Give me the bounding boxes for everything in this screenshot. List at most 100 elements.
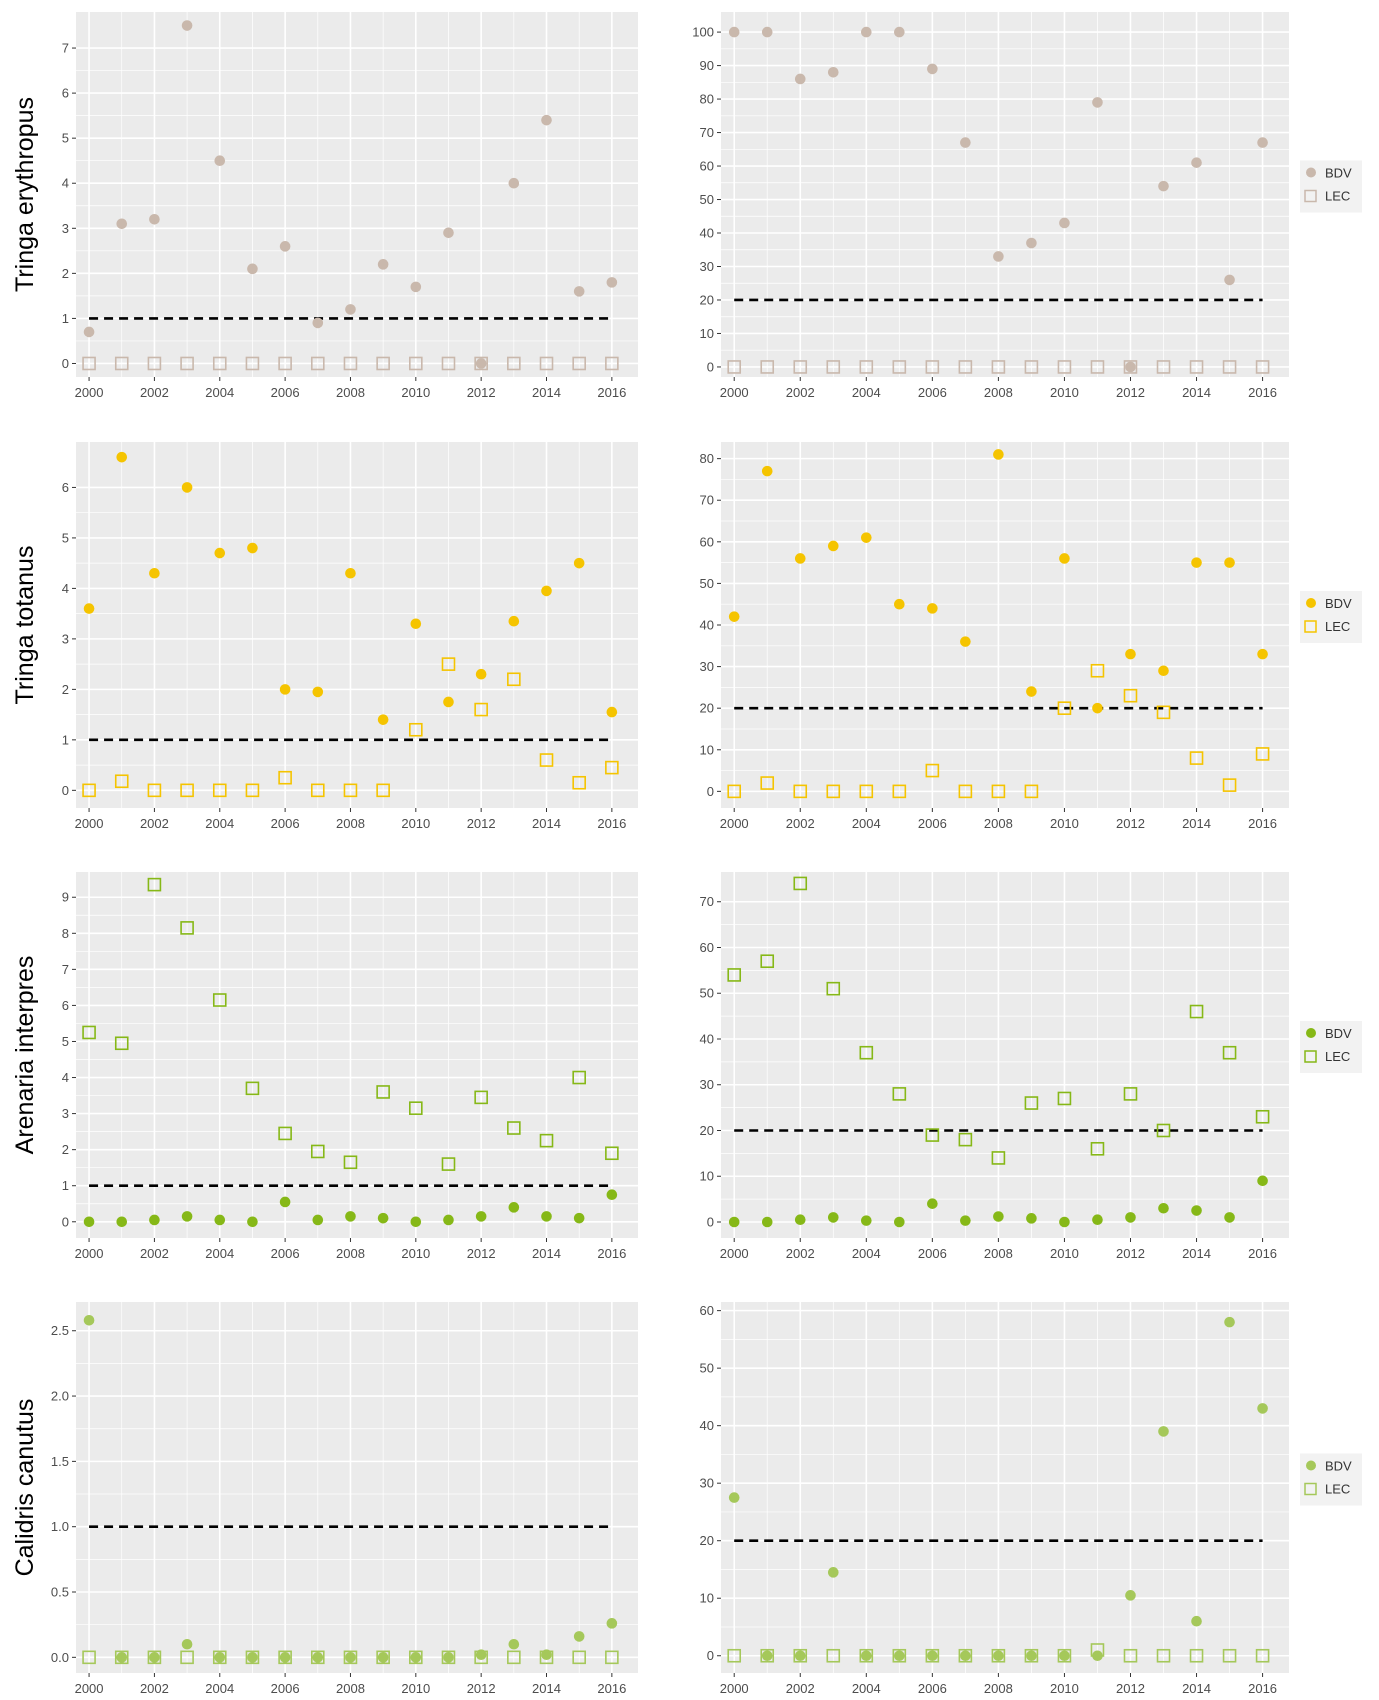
bdv-point <box>960 137 971 148</box>
lec-point <box>474 356 488 371</box>
bdv-point <box>606 1618 618 1629</box>
lec-point <box>245 1081 260 1096</box>
lec-point <box>212 1650 227 1665</box>
lec-point <box>991 784 1006 799</box>
bdv-point <box>1125 648 1136 660</box>
lec-point <box>1189 360 1204 374</box>
lec-point <box>114 774 129 789</box>
bdv-point <box>728 26 740 38</box>
x-tick-label: 2002 <box>140 385 169 400</box>
bdv-point <box>508 1202 520 1213</box>
bdv-point <box>214 1652 226 1663</box>
bdv-point <box>573 557 585 569</box>
x-tick-label: 2006 <box>918 385 947 400</box>
bdv-point <box>794 73 806 85</box>
lec-point <box>310 1650 325 1665</box>
lec-point <box>180 783 194 798</box>
x-tick-label: 2008 <box>984 1681 1013 1695</box>
x-tick-label: 2014 <box>532 385 561 400</box>
x-tick-label: 2012 <box>467 385 496 400</box>
x-tick-label: 2016 <box>597 385 626 400</box>
y-tick-label: 20 <box>700 1533 714 1548</box>
y-tick-label: 60 <box>700 1303 714 1318</box>
y-tick-label: 1 <box>62 1178 69 1193</box>
lec-point <box>1255 747 1270 761</box>
bdv-point <box>1224 1212 1235 1223</box>
bdv-point <box>573 1212 585 1224</box>
lec-point <box>409 356 423 371</box>
lec-point <box>245 356 260 371</box>
x-tick-label: 2012 <box>467 1246 496 1261</box>
lec-point <box>605 1146 619 1161</box>
x-tick-label: 2014 <box>1182 1246 1211 1261</box>
bdv-point <box>1026 1213 1037 1224</box>
lec-point <box>1156 360 1171 374</box>
y-tick-label: 0 <box>62 783 69 798</box>
species-label: Calidris canutus <box>11 1399 39 1577</box>
lec-point <box>793 876 808 891</box>
lec-point <box>82 1025 96 1040</box>
lec-point <box>507 1650 521 1665</box>
lec-point <box>826 360 841 374</box>
y-tick-label: 5 <box>62 1034 69 1049</box>
lec-point <box>343 356 358 371</box>
lec-point <box>310 356 325 371</box>
lec-point <box>343 1155 358 1170</box>
lec-point <box>245 1650 260 1665</box>
lec-point <box>826 784 841 799</box>
lec-point <box>892 1648 907 1663</box>
y-tick-label: 0.0 <box>51 1650 69 1665</box>
bdv-point <box>181 1211 193 1222</box>
bdv-point <box>181 20 193 31</box>
x-tick-label: 2006 <box>918 816 947 831</box>
bdv-point <box>149 1652 160 1663</box>
y-tick-label: 4 <box>62 1070 69 1085</box>
bdv-point <box>1059 553 1070 564</box>
x-tick-label: 2000 <box>75 816 104 831</box>
y-tick-label: 10 <box>700 1591 714 1606</box>
lec-point <box>605 356 619 371</box>
lec-point <box>1255 360 1270 374</box>
y-tick-label: 0 <box>62 356 69 371</box>
lec-point <box>376 783 390 798</box>
lec-point <box>114 356 129 371</box>
bdv-point <box>1224 557 1235 568</box>
legend-lec-label: LEC <box>1325 619 1350 634</box>
y-tick-label: 0 <box>707 784 714 799</box>
lec-point <box>114 1650 129 1665</box>
bdv-point <box>312 317 324 329</box>
x-tick-label: 2000 <box>720 1681 749 1695</box>
bdv-point <box>761 26 773 38</box>
lec-point <box>147 356 162 371</box>
lec-point <box>760 954 775 969</box>
x-tick-label: 2004 <box>852 1246 881 1261</box>
lec-point <box>376 1085 390 1099</box>
bdv-point <box>728 1216 740 1228</box>
bdv-point <box>993 1211 1004 1222</box>
panel-2: 2000 2002 2004 2006 2008 2010 2012 2014 2016 0 10 2… <box>692 12 1362 400</box>
bdv-point <box>443 696 454 708</box>
x-tick-label: 2008 <box>984 816 1013 831</box>
bdv-point <box>1158 1426 1169 1437</box>
legend-lec-label: LEC <box>1325 1049 1350 1064</box>
legend-bdv-key <box>1306 1460 1316 1471</box>
y-tick-label: 40 <box>700 226 714 241</box>
bdv-point <box>861 1650 872 1662</box>
x-tick-label: 2010 <box>1050 1681 1079 1695</box>
bdv-point <box>475 358 487 369</box>
bdv-point <box>794 1214 806 1225</box>
lec-point <box>180 921 194 935</box>
y-tick-label: 10 <box>700 742 714 757</box>
x-tick-label: 2016 <box>597 1681 626 1695</box>
y-tick-label: 1.0 <box>51 1519 69 1534</box>
lec-point <box>727 784 742 799</box>
x-tick-label: 2016 <box>1248 1246 1277 1261</box>
bdv-point <box>1125 1212 1136 1223</box>
panel-5: 2000 2002 2004 2006 2008 2010 2012 2014 2016 0 1 2 3… <box>11 872 638 1261</box>
lec-point <box>793 1648 808 1663</box>
y-tick-label: 20 <box>700 1123 714 1138</box>
bdv-point <box>410 618 422 630</box>
panel-background <box>721 1302 1289 1673</box>
bdv-point <box>410 281 422 293</box>
lec-point <box>1090 360 1105 374</box>
